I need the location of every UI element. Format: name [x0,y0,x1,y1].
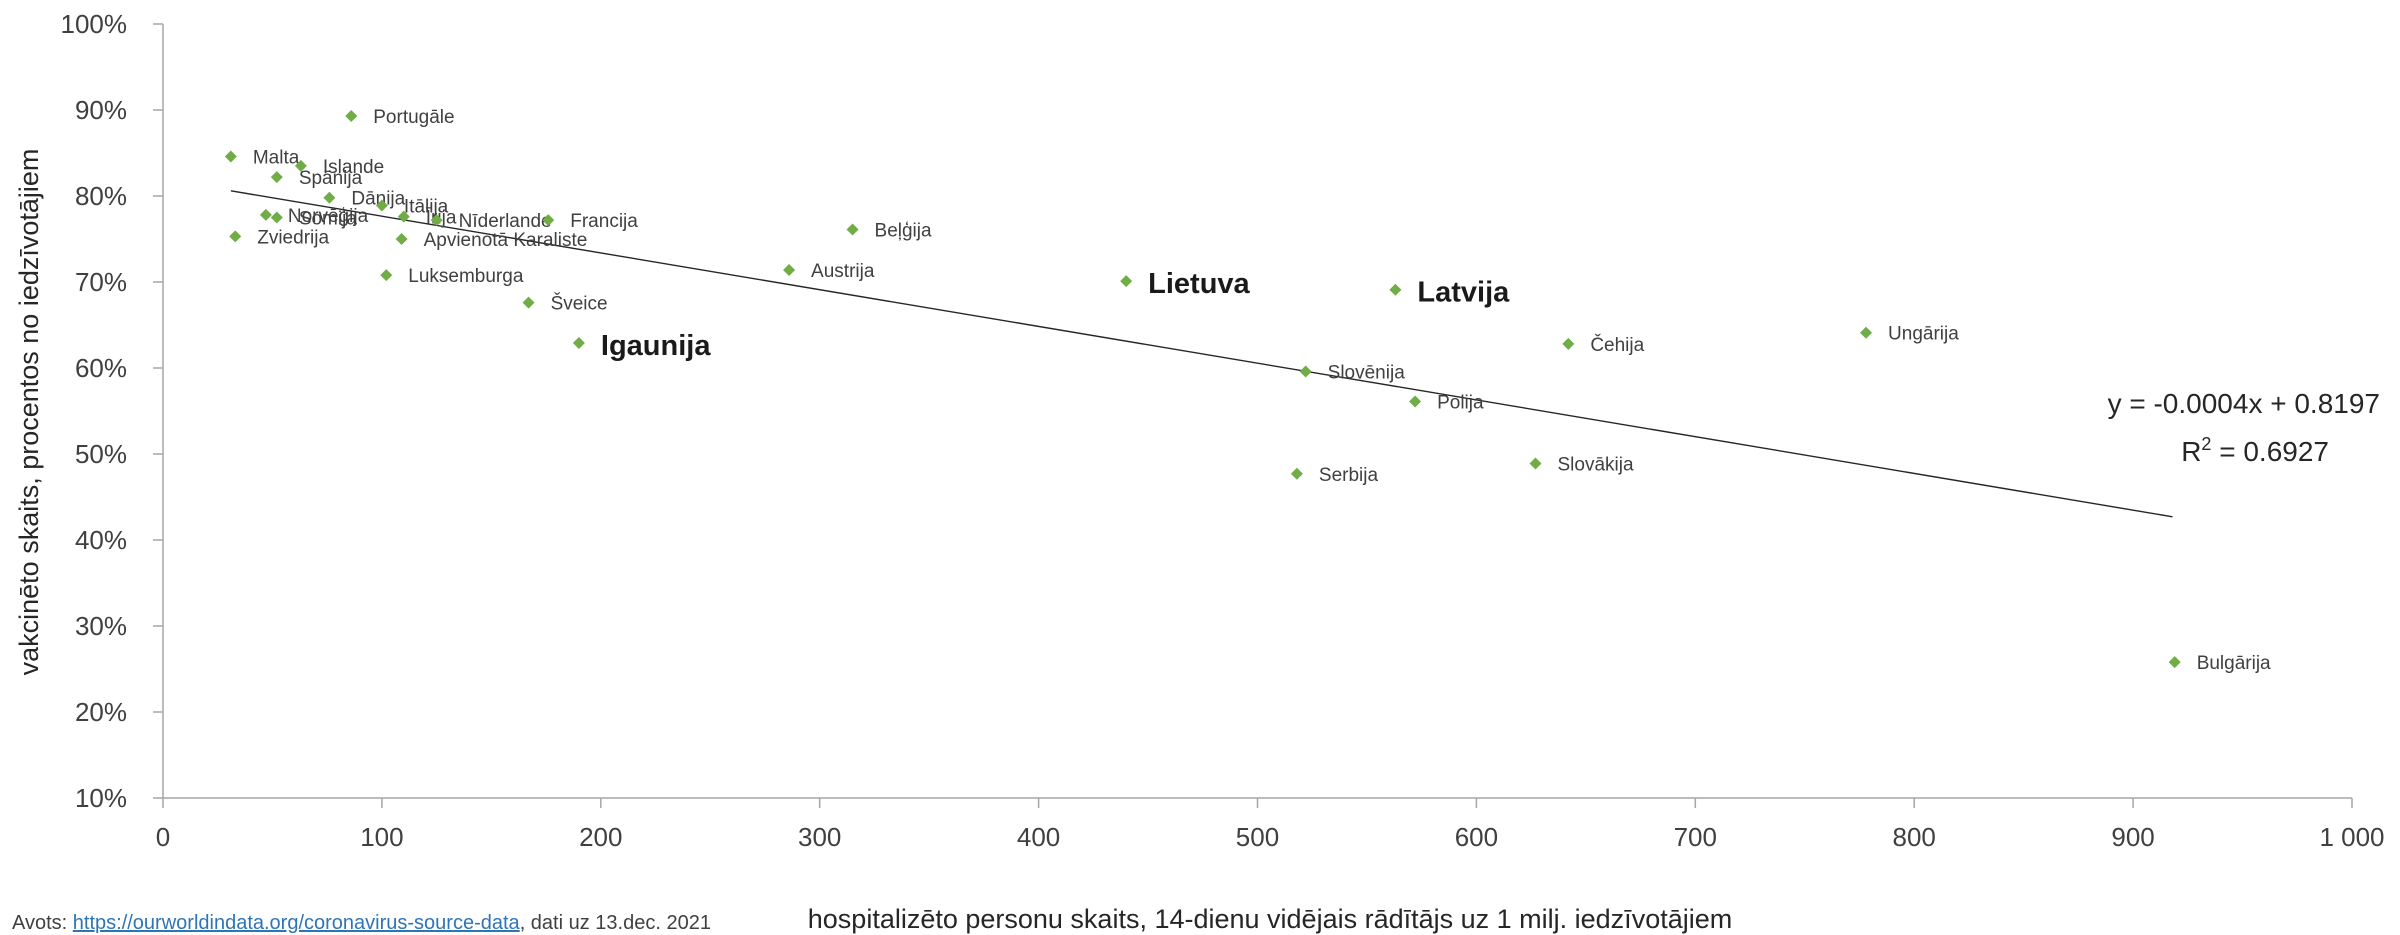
y-tick-label: 90% [75,95,127,125]
data-point-label: Islande [323,157,384,178]
data-point [1409,395,1422,408]
data-point-label: Īrija [426,208,457,229]
data-point-label: Slovākija [1558,454,1634,475]
r-squared: R2 = 0.6927 [2181,434,2329,467]
y-tick-label: 40% [75,525,127,555]
data-point-label: Nīderlande [459,211,552,232]
data-point-label: Igaunija [601,330,711,362]
data-point-label: Zviedrija [257,227,329,248]
y-tick-label: 50% [75,439,127,469]
data-point-label: Portugāle [373,107,454,128]
r2-value: = 0.6927 [2211,436,2329,467]
x-tick-label: 700 [1674,822,1717,852]
source-link[interactable]: https://ourworldindata.org/coronavirus-s… [73,912,521,934]
data-point [1562,337,1575,350]
data-point-label: Francija [570,211,638,232]
data-point-label: Latvija [1417,277,1510,309]
y-tick-label: 70% [75,267,127,297]
data-point-label: Somija [299,209,358,230]
trend-equation: y = -0.0004x + 0.8197 [2108,388,2380,419]
x-tick-label: 0 [156,822,170,852]
data-point [270,171,283,184]
data-point [783,263,796,276]
data-point-label: Apvienotā Karaliste [424,230,588,251]
y-tick-label: 100% [61,9,128,39]
data-point-label: Dānija [351,189,405,210]
trend-line [230,190,2173,518]
source-suffix: , dati uz 13.dec. 2021 [520,912,711,934]
r2-prefix: R [2181,436,2201,467]
data-point-label: Slovēnija [1328,362,1406,383]
data-point [2168,656,2181,669]
x-tick-label: 800 [1893,822,1936,852]
x-axis-ticks: 0 100 200 300 400 500 600 700 800 900 1 000 [156,798,2385,852]
data-point [229,230,242,243]
x-tick-label: 100 [360,822,403,852]
x-tick-label: 500 [1236,822,1279,852]
x-tick-label: 200 [579,822,622,852]
data-point-label: Bulgārija [2197,653,2271,674]
data-point [345,110,358,123]
data-point [572,337,585,350]
data-points: Malta Portugāle IslandeSpānijaDānijaItālij… [224,107,2271,674]
x-tick-label: 900 [2111,822,2154,852]
axes [162,24,2352,799]
y-axis-title: vakcinēto skaits, procentos no iedzīvotā… [14,149,44,676]
x-axis-title: hospitalizēto personu skaits, 14-dienu v… [808,904,1732,934]
data-point [395,233,408,245]
data-point [294,159,307,172]
data-point [224,150,237,163]
data-point-label: Ungārija [1888,324,1959,345]
r2-superscript: 2 [2201,434,2211,454]
data-point [1120,275,1133,288]
data-point-label: Lietuva [1148,268,1250,300]
data-point-label: Austrija [811,261,875,282]
y-tick-label: 80% [75,181,127,211]
x-tick-label: 400 [1017,822,1060,852]
y-axis-ticks: 10% 20% 30% 40% 50% 60% 70% 80% 90% 100% [61,9,163,813]
data-point-label: Polija [1437,393,1484,414]
data-point-label: Itālija [404,196,449,217]
data-point [1290,467,1303,480]
data-point [323,191,336,204]
data-point [375,199,388,212]
data-point-label: Beļģija [875,221,932,242]
data-point [397,210,410,223]
y-tick-label: 60% [75,353,127,383]
data-point [1529,457,1542,470]
y-tick-label: 20% [75,697,127,727]
x-tick-label: 300 [798,822,841,852]
data-point-label: Luksemburga [408,266,524,287]
x-tick-label: 1 000 [2319,822,2384,852]
x-tick-label: 600 [1455,822,1498,852]
y-tick-label: 30% [75,611,127,641]
y-tick-label: 10% [75,783,127,813]
data-point [1299,365,1312,378]
data-point [270,211,283,224]
data-point [430,214,443,227]
data-point [380,269,393,282]
data-point-label: Šveice [551,293,608,315]
data-point-label: Norvēģija [288,206,369,227]
data-point [522,296,535,309]
data-point [1389,283,1402,296]
data-point-label: Serbija [1319,465,1379,486]
data-point-label: Čehija [1590,334,1644,356]
source-prefix: Avots: [12,912,73,934]
data-point [542,214,555,227]
data-point [259,208,272,221]
data-point-label: Spānija [299,168,363,189]
data-point-label: Malta [253,147,300,168]
source-note: Avots: https://ourworldindata.org/corona… [12,912,711,934]
data-point [846,223,859,236]
data-point [1860,326,1873,339]
